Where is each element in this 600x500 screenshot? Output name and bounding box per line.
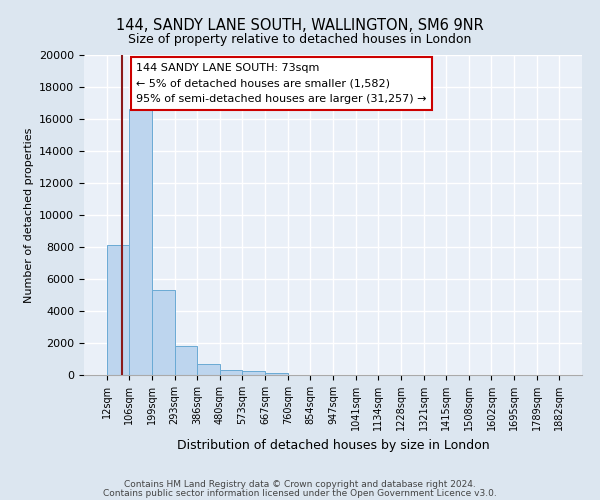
Text: 144, SANDY LANE SOUTH, WALLINGTON, SM6 9NR: 144, SANDY LANE SOUTH, WALLINGTON, SM6 9… bbox=[116, 18, 484, 32]
Bar bbox=[242, 371, 265, 375]
Bar bbox=[107, 246, 129, 375]
Bar bbox=[129, 110, 152, 375]
Bar bbox=[152, 290, 175, 375]
X-axis label: Distribution of detached houses by size in London: Distribution of detached houses by size … bbox=[176, 438, 490, 452]
Text: Contains HM Land Registry data © Crown copyright and database right 2024.: Contains HM Land Registry data © Crown c… bbox=[124, 480, 476, 489]
Bar bbox=[175, 346, 197, 375]
Bar bbox=[265, 372, 288, 375]
Bar bbox=[220, 370, 242, 375]
Bar bbox=[197, 364, 220, 375]
Text: 144 SANDY LANE SOUTH: 73sqm
← 5% of detached houses are smaller (1,582)
95% of s: 144 SANDY LANE SOUTH: 73sqm ← 5% of deta… bbox=[136, 63, 427, 104]
Text: Size of property relative to detached houses in London: Size of property relative to detached ho… bbox=[128, 32, 472, 46]
Y-axis label: Number of detached properties: Number of detached properties bbox=[23, 128, 34, 302]
Text: Contains public sector information licensed under the Open Government Licence v3: Contains public sector information licen… bbox=[103, 488, 497, 498]
